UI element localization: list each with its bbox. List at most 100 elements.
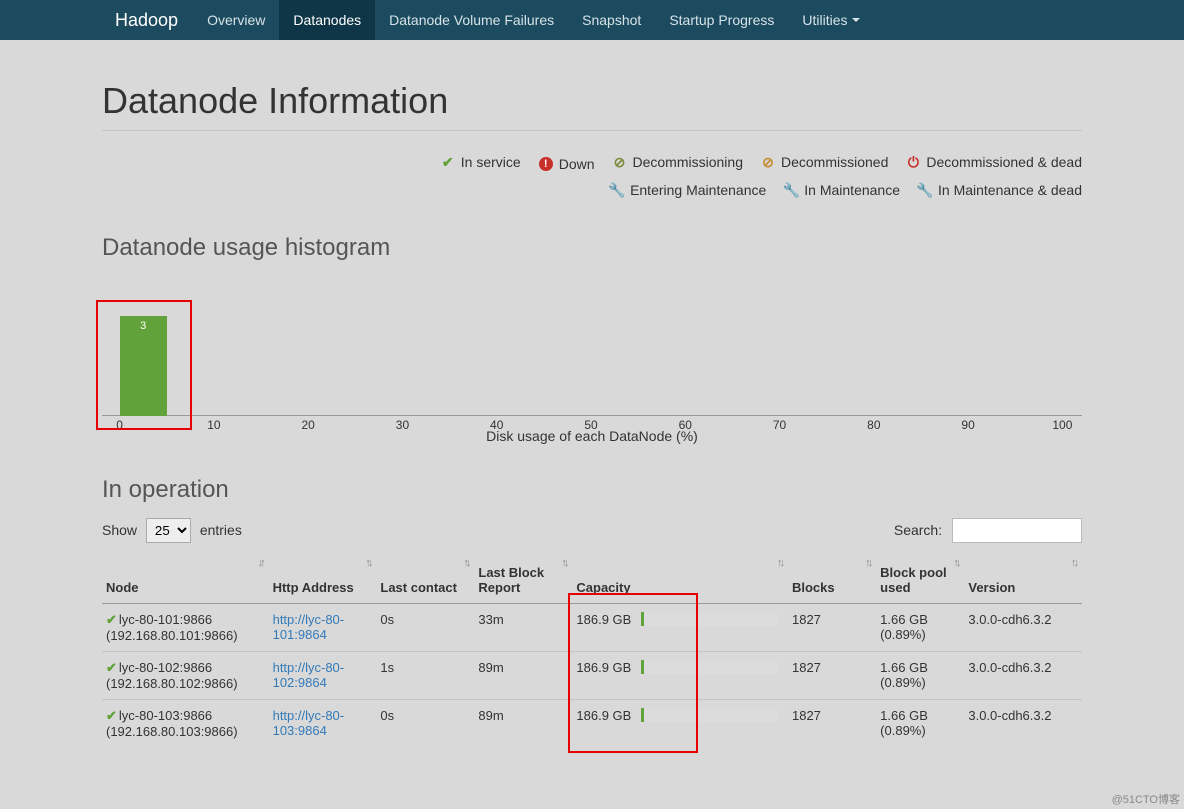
http-link[interactable]: http://lyc-80-103:9864 [273,708,345,738]
entering-maintenance-icon: 🔧 [610,177,624,204]
last-block-report-cell: 89m [474,651,572,699]
legend-label: Decommissioning [633,149,743,176]
blocks-cell: 1827 [788,699,876,747]
legend-item: ⊘Decommissioning [613,149,743,176]
bp-used-cell: 1.66 GB(0.89%) [876,699,964,747]
http-link[interactable]: http://lyc-80-101:9864 [273,612,345,642]
histogram-tick: 90 [961,418,974,432]
sort-icon: ↑↓ [1071,557,1076,569]
col-version[interactable]: Version↑↓ [964,557,1082,604]
histogram-bar: 3 [120,316,167,416]
in-service-icon: ✔ [441,149,455,176]
last-block-report-cell: 89m [474,699,572,747]
datanodes-table: Node↓↑Http Address↑↓Last contact↑↓Last B… [102,557,1082,747]
histogram-tick: 60 [679,418,692,432]
version-cell: 3.0.0-cdh6.3.2 [964,603,1082,651]
capacity-cell: 186.9 GB [572,699,788,747]
decommissioned-dead-icon: ⏻ [906,149,920,176]
node-cell: ✔lyc-80-101:9866(192.168.80.101:9866) [102,603,269,651]
capacity-fill [641,660,644,674]
legend-label: In Maintenance [804,177,900,204]
in-maintenance-icon: 🔧 [784,177,798,204]
capacity-bar [641,660,778,674]
down-icon: ! [539,157,553,171]
sort-icon: ↑↓ [865,557,870,569]
version-cell: 3.0.0-cdh6.3.2 [964,651,1082,699]
histogram-tick: 0 [116,418,123,432]
capacity-fill [641,612,644,626]
watermark: @51CTO博客 [1112,791,1180,807]
nav-item-overview[interactable]: Overview [193,0,279,40]
legend-label: Decommissioned & dead [926,149,1082,176]
last-block-report-cell: 33m [474,603,572,651]
blocks-cell: 1827 [788,651,876,699]
navbar-brand[interactable]: Hadoop [100,0,193,40]
col-last-block-report[interactable]: Last Block Report↑↓ [474,557,572,604]
in-maintenance-dead-icon: 🔧 [918,177,932,204]
nav-item-snapshot[interactable]: Snapshot [568,0,655,40]
capacity-bar [641,708,778,722]
legend-item: ⏻Decommissioned & dead [906,149,1082,176]
table-controls: Show 25 entries Search: [102,518,1082,543]
in-operation-title: In operation [102,476,1082,504]
legend-item: ⊘Decommissioned [761,149,888,176]
legend-label: In Maintenance & dead [938,177,1082,204]
check-icon: ✔ [106,612,117,627]
nav-item-startup-progress[interactable]: Startup Progress [655,0,788,40]
decommissioning-icon: ⊘ [613,149,627,176]
http-cell: http://lyc-80-102:9864 [269,651,377,699]
nav-item-utilities[interactable]: Utilities [788,0,873,40]
show-label: Show [102,522,137,538]
col-http-address[interactable]: Http Address↑↓ [269,557,377,604]
histogram-tick: 20 [302,418,315,432]
blocks-cell: 1827 [788,603,876,651]
last-contact-cell: 0s [376,603,474,651]
node-cell: ✔lyc-80-103:9866(192.168.80.103:9866) [102,699,269,747]
col-blocks[interactable]: Blocks↑↓ [788,557,876,604]
last-contact-cell: 1s [376,651,474,699]
sort-icon: ↑↓ [953,557,958,569]
table-row: ✔lyc-80-102:9866(192.168.80.102:9866)htt… [102,651,1082,699]
col-last-contact[interactable]: Last contact↑↓ [376,557,474,604]
nav-item-datanodes[interactable]: Datanodes [279,0,375,40]
search-input[interactable] [952,518,1082,543]
last-contact-cell: 0s [376,699,474,747]
http-link[interactable]: http://lyc-80-102:9864 [273,660,345,690]
bp-used-cell: 1.66 GB(0.89%) [876,603,964,651]
version-cell: 3.0.0-cdh6.3.2 [964,699,1082,747]
col-capacity[interactable]: Capacity↑↓ [572,557,788,604]
histogram-tick: 10 [207,418,220,432]
col-block-pool-used[interactable]: Block pool used↑↓ [876,557,964,604]
http-cell: http://lyc-80-101:9864 [269,603,377,651]
histogram-tick: 100 [1052,418,1072,432]
check-icon: ✔ [106,708,117,723]
sort-icon: ↑↓ [777,557,782,569]
search-label: Search: [894,522,942,538]
histogram-tick: 70 [773,418,786,432]
node-cell: ✔lyc-80-102:9866(192.168.80.102:9866) [102,651,269,699]
status-legend: ✔In service!Down⊘Decommissioning⊘Decommi… [102,149,1082,204]
histogram-tick: 30 [396,418,409,432]
check-icon: ✔ [106,660,117,675]
histogram-tick: 80 [867,418,880,432]
page-size-select[interactable]: 25 [146,518,191,543]
capacity-value: 186.9 GB [576,612,631,627]
histogram-tick: 50 [584,418,597,432]
capacity-cell: 186.9 GB [572,603,788,651]
legend-label: In service [461,149,521,176]
nav-item-datanode-volume-failures[interactable]: Datanode Volume Failures [375,0,568,40]
sort-icon: ↑↓ [561,557,566,569]
sort-icon: ↑↓ [463,557,468,569]
histogram-title: Datanode usage histogram [102,234,1082,262]
histogram-tick: 40 [490,418,503,432]
decommissioned-icon: ⊘ [761,149,775,176]
page-size-control: Show 25 entries [102,518,242,543]
capacity-value: 186.9 GB [576,660,631,675]
page-title: Datanode Information [102,80,1082,131]
legend-item: 🔧In Maintenance [784,177,900,204]
histogram-bar-label: 3 [120,320,167,332]
legend-label: Down [559,151,595,178]
legend-label: Entering Maintenance [630,177,766,204]
col-node[interactable]: Node↓↑ [102,557,269,604]
sort-icon: ↓↑ [258,557,263,569]
